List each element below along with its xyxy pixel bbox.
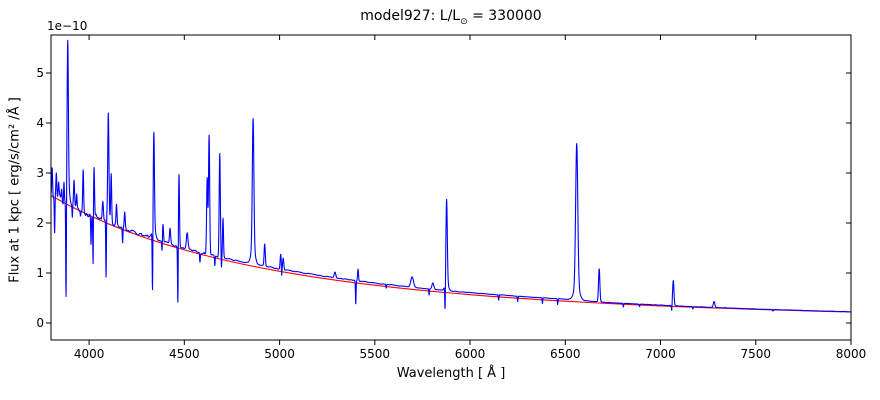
plot-title-text: model927: L/L — [360, 8, 461, 24]
axis-ticks — [46, 35, 852, 345]
plot-title: model927: L/L⊙ = 330000 — [51, 8, 851, 27]
x-tick-label: 6500 — [550, 347, 581, 361]
plot-spines — [50, 34, 852, 341]
plot-title-value: = 330000 — [467, 8, 542, 24]
y-tick-label: 5 — [36, 66, 44, 80]
continuum-line — [50, 195, 852, 313]
x-tick-label: 5500 — [359, 347, 391, 361]
x-tick-label: 7500 — [740, 347, 772, 361]
x-tick-label: 8000 — [835, 347, 867, 361]
y-tick-label: 0 — [36, 316, 44, 330]
y-tick-label: 4 — [36, 116, 44, 130]
y-tick-label: 1 — [36, 266, 44, 280]
spectrum-line — [50, 39, 852, 313]
sun-symbol: ⊙ — [460, 16, 468, 27]
x-tick-label: 6000 — [454, 347, 486, 361]
x-tick-label: 4000 — [73, 347, 105, 361]
y-axis-offset-text: 1e−10 — [47, 19, 88, 33]
y-tick-label: 2 — [36, 216, 44, 230]
y-tick-label: 3 — [36, 166, 44, 180]
x-tick-label: 5000 — [264, 347, 295, 361]
x-tick-label: 7000 — [645, 347, 676, 361]
x-axis-label: Wavelength [ Å ] — [396, 366, 506, 381]
x-tick-label: 4500 — [169, 347, 200, 361]
